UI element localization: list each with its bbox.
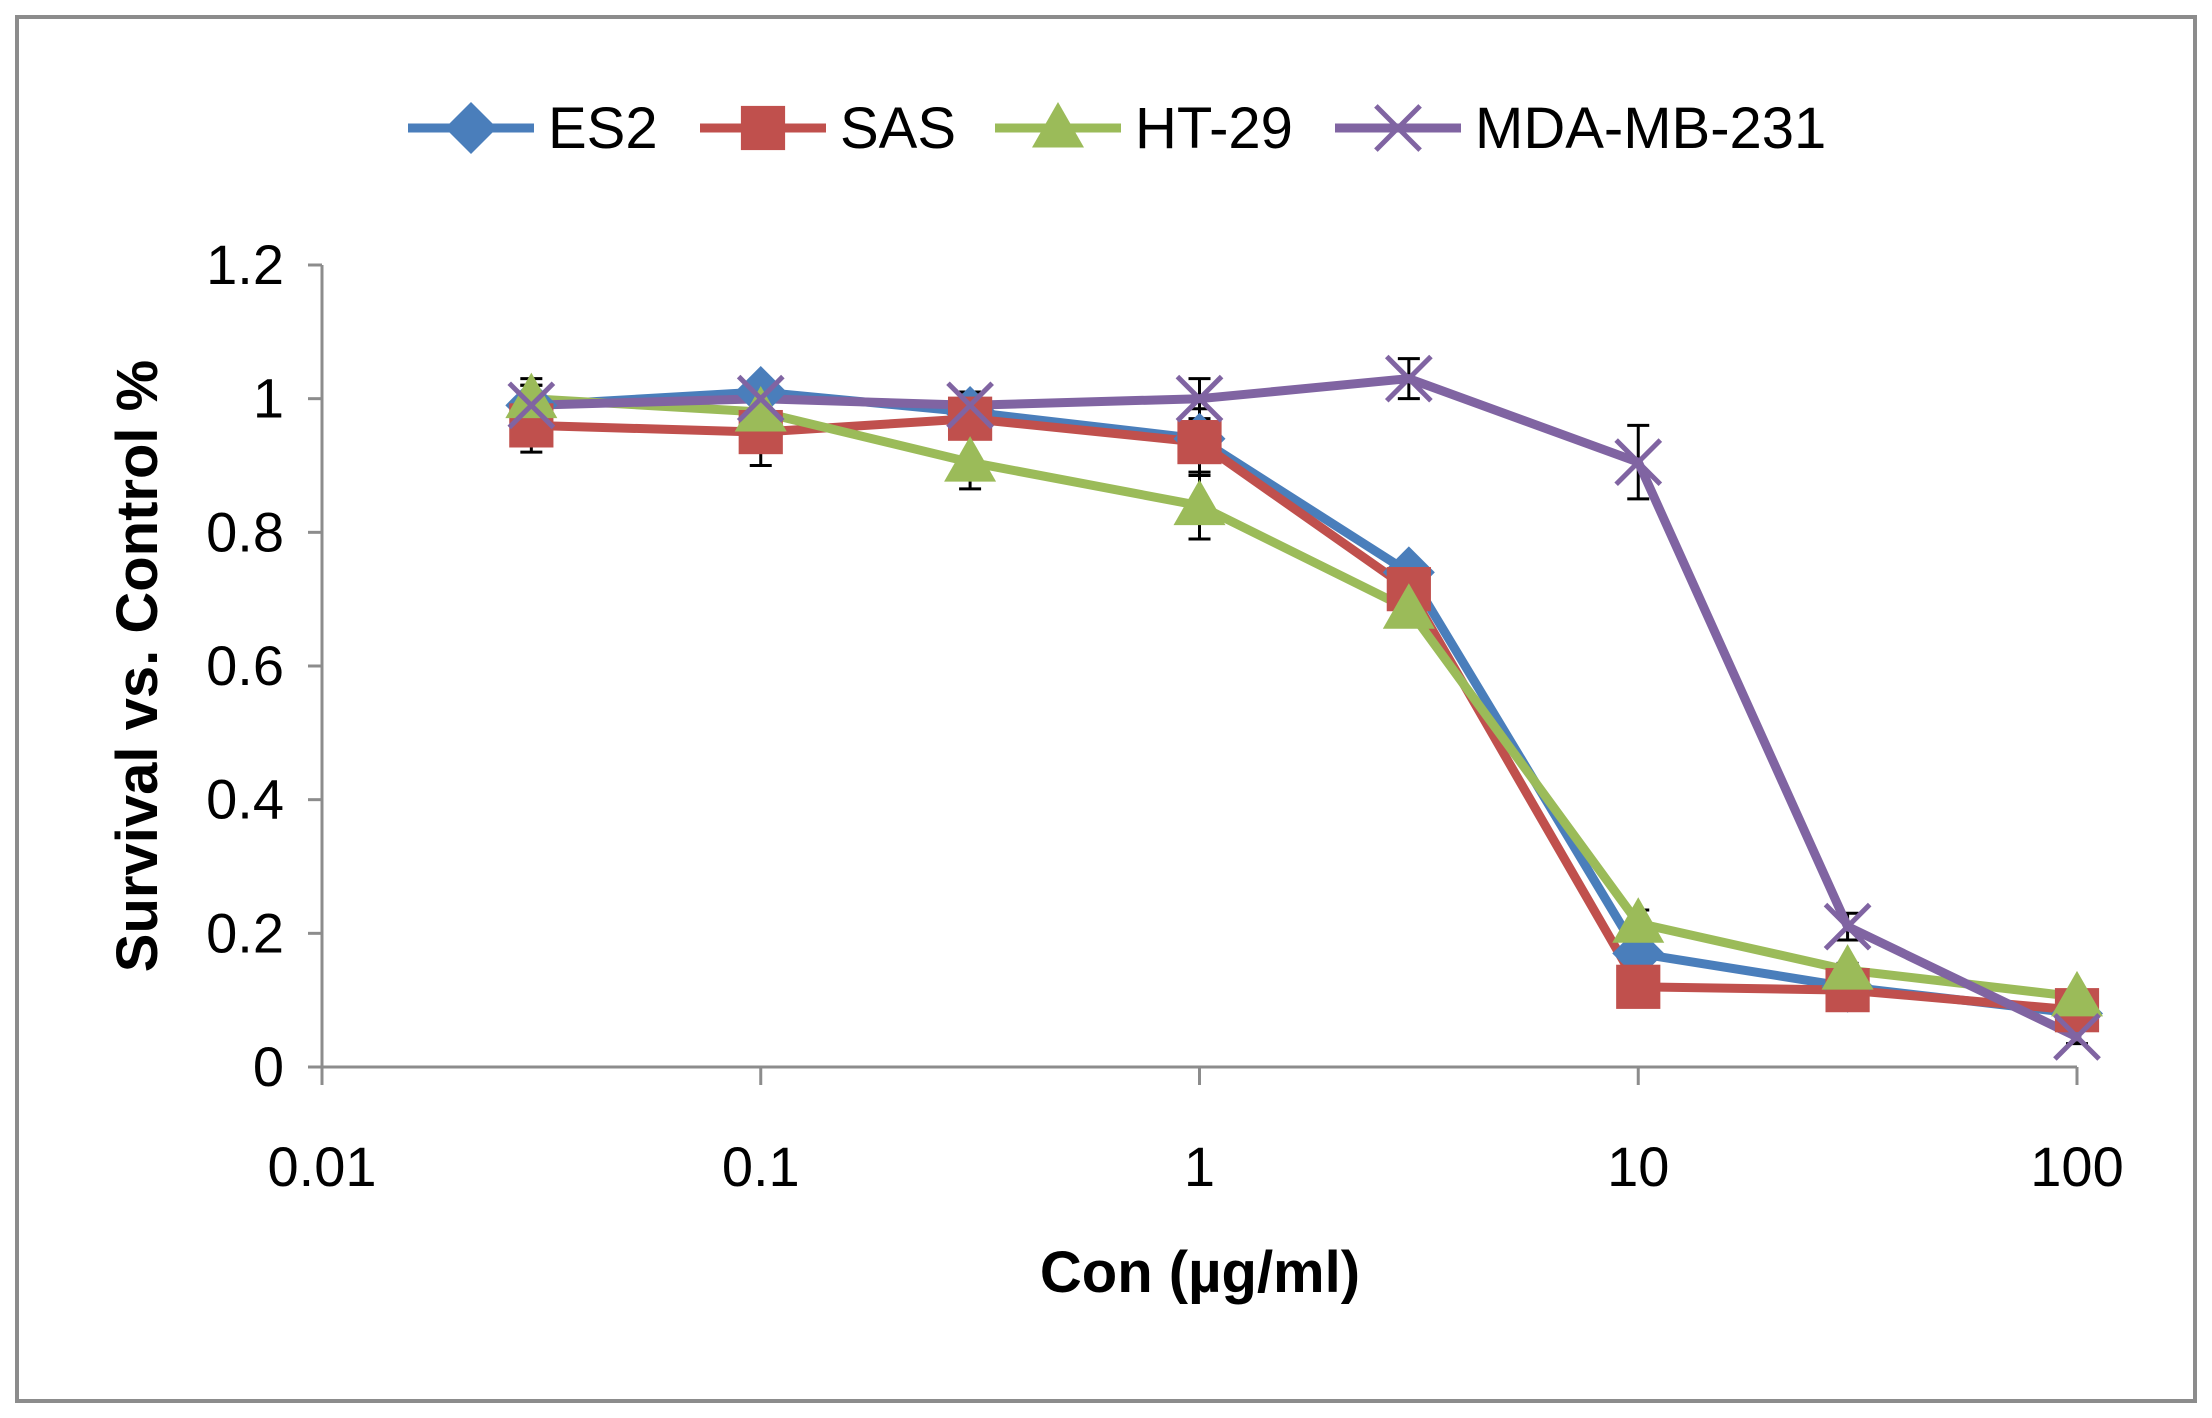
axes: 0 0.2 0.4 0.6 0.8 1 1.2 0.01 0.1 1 10 100 [206,233,2124,1198]
marker-x-stroke [1823,902,1872,951]
chart-frame [15,15,2197,1403]
point-mda-mb-231 [2053,1013,2101,1061]
x-tick-label: 100 [2030,1135,2123,1198]
legend: ES2 SAS HT-29 MDA-MB-231 [408,96,1826,161]
point-sas [1616,964,1661,1009]
marker-x-stroke [1175,374,1224,423]
point-mda-mb-231 [1614,438,1663,487]
y-tick-label: 0.4 [206,768,284,831]
y-tick-label: 0.2 [206,901,284,964]
y-tick-label: 0.8 [206,500,284,563]
series-line-ht-29 [526,394,2082,1002]
x-tick-label: 10 [1607,1135,1669,1198]
series-line-mda-mb-231 [526,374,2082,1042]
point-ht-29 [944,436,997,482]
legend-swatch-marker [1374,104,1422,152]
legend-label: MDA-MB-231 [1475,96,1826,161]
y-tick-label: 0.6 [206,634,284,697]
marker-x-stroke [1614,438,1663,487]
legend-label: ES2 [548,96,658,161]
legend-swatch-marker [1032,102,1084,148]
legend-item-es2: ES2 [408,96,658,161]
x-tick-label: 1 [1184,1135,1215,1198]
marker-x-stroke [1384,354,1433,403]
legend-swatch-marker [740,105,786,151]
point-ht-29 [1612,897,1665,943]
point-mda-mb-231 [946,381,994,430]
x-tick-label: 0.1 [722,1135,800,1198]
point-ht-29 [1382,583,1435,629]
point-mda-mb-231 [1384,354,1433,403]
y-tick-label: 1 [253,367,284,430]
marker-x-stroke [2053,1013,2101,1061]
legend-item-mda-mb-231: MDA-MB-231 [1335,96,1826,161]
markers [505,354,2103,1061]
point-ht-29 [2051,970,2103,1017]
point-mda-mb-231 [1823,902,1872,951]
point-mda-mb-231 [1175,374,1224,423]
marker-x-stroke [946,381,994,430]
point-ht-29 [734,386,787,432]
legend-item-sas: SAS [700,96,956,161]
marker-x-stroke [507,381,556,430]
point-sas [1177,420,1222,465]
point-mda-mb-231 [507,381,556,430]
y-tick-label: 0 [253,1035,284,1098]
y-axis-title: Survival vs. Control % [105,360,170,972]
series-lines [526,374,2082,1042]
y-tick-label: 1.2 [206,233,284,296]
point-ht-29 [505,372,558,419]
legend-swatch-marker [445,102,497,154]
legend-label: SAS [840,96,956,161]
point-mda-mb-231 [736,374,785,423]
legend-item-ht-29: HT-29 [995,96,1293,161]
x-tick-label: 0.01 [268,1135,377,1198]
legend-label: HT-29 [1135,96,1293,161]
series-line-sas [526,414,2082,1015]
marker-x-stroke [736,374,785,423]
point-ht-29 [1821,944,1874,990]
point-ht-29 [1173,479,1226,526]
marker-x-stroke [1374,104,1422,152]
x-axis-title: Con (µg/ml) [1040,1240,1360,1305]
